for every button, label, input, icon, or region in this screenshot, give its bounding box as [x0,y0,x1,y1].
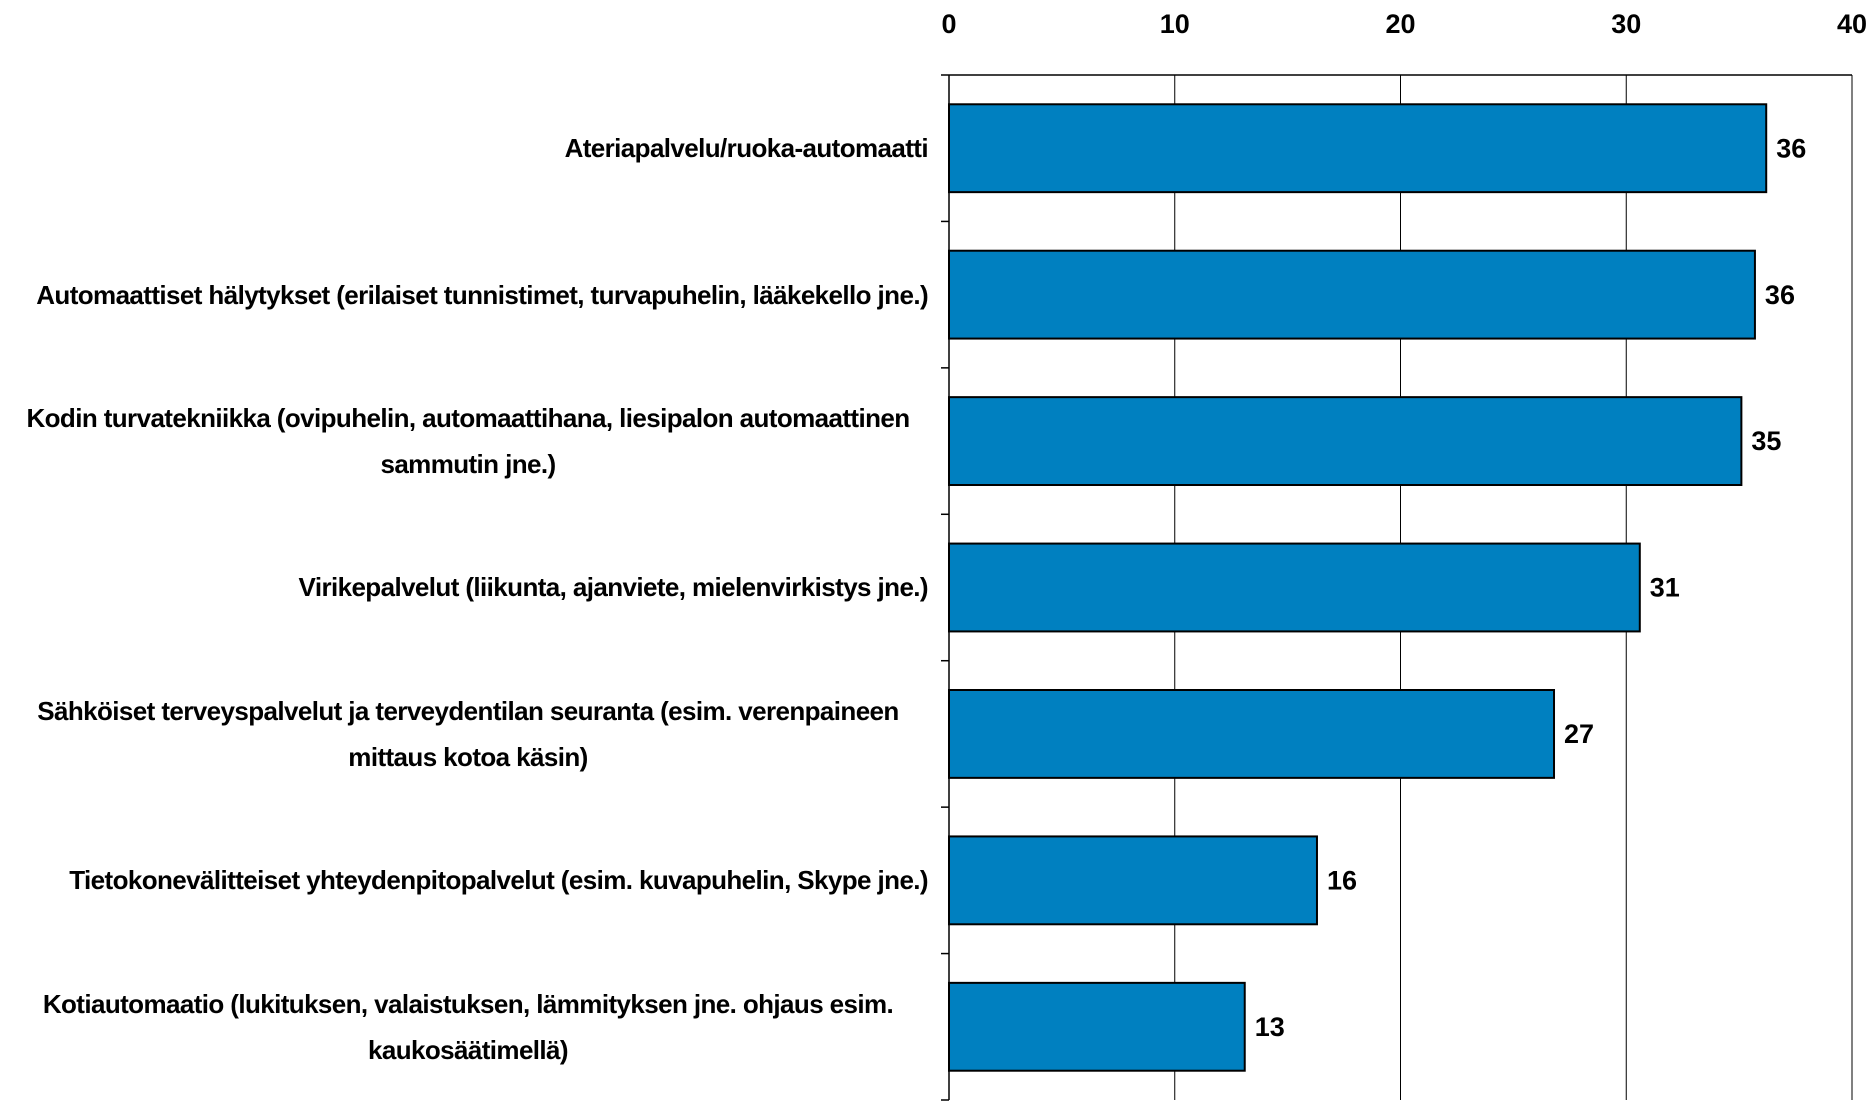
y-tick-label: Ateriapalvelu/ruoka-automaatti [564,133,929,164]
category-label-box: Automaattiset hälytykset (erilaiset tunn… [8,221,928,367]
data-label: 36 [1776,133,1806,163]
bar [948,249,1756,340]
bar [948,835,1318,926]
y-tick-label: Sähköiset terveyspalvelut ja terveydenti… [37,695,899,772]
bar [948,689,1556,779]
category-label-box: Tietokonevälitteiset yhteydenpitopalvelu… [8,807,928,953]
data-label: 16 [1327,865,1357,895]
x-tick-label: 40 [1837,9,1867,39]
data-label: 27 [1564,719,1594,749]
y-tick-label: Virikepalvelut (liikunta, ajanviete, mie… [298,572,929,603]
bar [948,103,1768,194]
y-tick-label: Kodin turvatekniikka (ovipuhelin, automa… [26,403,910,480]
bar [948,396,1743,486]
x-tick-label: 10 [1160,9,1190,39]
y-tick-label: Tietokonevälitteiset yhteydenpitopalvelu… [69,865,928,896]
data-label: 36 [1765,280,1795,310]
category-label-box: Sähköiset terveyspalvelut ja terveydenti… [8,661,928,807]
x-tick-label: 0 [941,9,956,39]
data-label: 35 [1751,426,1781,456]
category-label-box: Kodin turvatekniikka (ovipuhelin, automa… [8,368,928,514]
data-label: 31 [1650,573,1680,603]
x-tick-label: 30 [1611,9,1641,39]
y-tick-label: Kotiautomaatio (lukituksen, valaistuksen… [42,988,894,1065]
data-label: 13 [1255,1012,1285,1042]
bar [948,542,1641,633]
category-label-box: Kotiautomaatio (lukituksen, valaistuksen… [8,954,928,1100]
x-tick-label: 20 [1385,9,1415,39]
y-tick-label: Automaattiset hälytykset (erilaiset tunn… [36,279,928,310]
category-label-box: Virikepalvelut (liikunta, ajanviete, mie… [8,514,929,660]
bar [948,981,1246,1072]
category-label-box: Ateriapalvelu/ruoka-automaatti [8,75,929,221]
